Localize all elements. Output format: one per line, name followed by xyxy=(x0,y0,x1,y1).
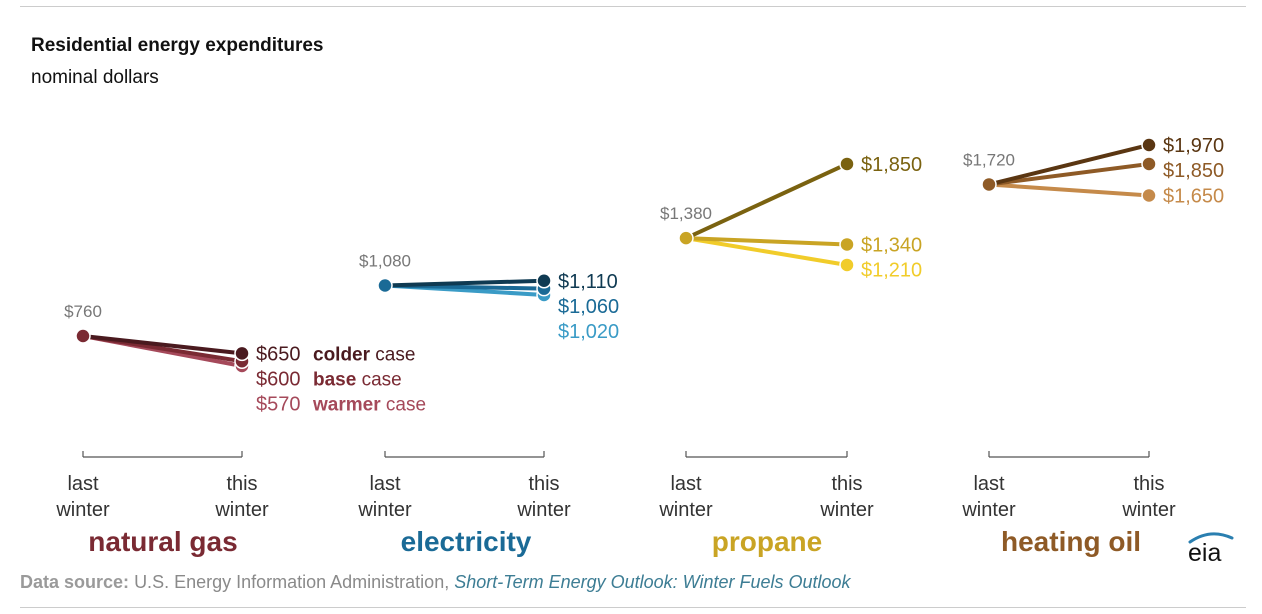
x-label-this-natural-gas: winter xyxy=(214,499,269,521)
chart-subtitle: nominal dollars xyxy=(31,67,159,88)
series-line-heating-oil-0 xyxy=(987,143,1151,187)
data-source: Data source: U.S. Energy Information Adm… xyxy=(20,572,851,593)
label-this-heating-oil-1: $1,850 xyxy=(1163,160,1224,182)
point-last-heating-oil xyxy=(981,176,997,193)
x-label-this-propane: this xyxy=(831,473,862,495)
case-label-rest-0: case xyxy=(370,344,415,365)
label-this-propane-1: $1,340 xyxy=(861,234,922,256)
x-label-this-heating-oil: this xyxy=(1133,473,1164,495)
point-this-heating-oil-1 xyxy=(1141,156,1157,172)
label-last-electricity: $1,080 xyxy=(359,251,411,270)
case-label-2: warmer case xyxy=(312,394,426,415)
x-label-last-natural-gas: winter xyxy=(55,499,110,521)
point-last-natural-gas xyxy=(75,328,91,344)
label-last-propane: $1,380 xyxy=(660,204,712,223)
x-label-last-heating-oil: last xyxy=(973,473,1005,495)
case-label-bold-2: warmer xyxy=(312,394,381,415)
case-label-0: colder case xyxy=(313,344,415,365)
label-this-propane-0: $1,850 xyxy=(861,154,922,176)
case-label-bold-1: base xyxy=(313,369,356,390)
x-label-last-propane: winter xyxy=(658,499,713,521)
x-label-this-electricity: this xyxy=(528,473,559,495)
x-label-last-electricity: last xyxy=(369,473,401,495)
label-last-natural-gas: $760 xyxy=(64,302,102,321)
eia-logo-text: eia xyxy=(1188,539,1221,566)
label-this-electricity-1: $1,060 xyxy=(558,296,619,318)
x-label-last-propane: last xyxy=(670,473,702,495)
top-rule xyxy=(20,6,1246,7)
series-line-heating-oil-1 xyxy=(987,161,1151,187)
x-label-last-heating-oil: winter xyxy=(961,499,1016,521)
point-last-electricity xyxy=(377,277,393,294)
series-line-propane-2 xyxy=(684,236,849,267)
series-line-propane-1 xyxy=(684,236,849,247)
source-org: U.S. Energy Information Administration, xyxy=(134,572,450,592)
point-this-propane-2 xyxy=(839,257,855,273)
eia-logo: eia xyxy=(1188,532,1234,566)
source-publication-link[interactable]: Short-Term Energy Outlook: Winter Fuels … xyxy=(454,572,851,592)
chart-title: Residential energy expenditures xyxy=(31,35,324,56)
case-label-1: base case xyxy=(313,369,402,390)
series-line-heating-oil-2 xyxy=(987,182,1151,198)
point-this-heating-oil-2 xyxy=(1141,187,1157,204)
label-last-heating-oil: $1,720 xyxy=(963,150,1015,169)
point-last-propane xyxy=(678,230,694,246)
label-this-natural-gas-1: $600 xyxy=(256,368,301,390)
series-line-propane-0 xyxy=(684,161,849,241)
label-this-heating-oil-0: $1,970 xyxy=(1163,135,1224,157)
point-this-natural-gas-0 xyxy=(234,345,250,362)
x-label-this-electricity: winter xyxy=(516,499,571,521)
series-line-electricity-0 xyxy=(383,278,546,288)
eia-logo-swoosh xyxy=(1188,532,1234,544)
label-this-heating-oil-2: $1,650 xyxy=(1163,186,1224,208)
x-label-this-natural-gas: this xyxy=(226,473,257,495)
label-this-natural-gas-2: $570 xyxy=(256,393,301,415)
label-this-propane-2: $1,210 xyxy=(861,259,922,281)
x-label-last-electricity: winter xyxy=(357,499,412,521)
case-label-rest-2: case xyxy=(381,394,426,415)
label-this-natural-gas-0: $650 xyxy=(256,343,301,365)
x-label-last-natural-gas: last xyxy=(67,473,99,495)
case-label-bold-0: colder xyxy=(313,344,371,365)
source-label: Data source: xyxy=(20,572,130,592)
case-label-rest-1: case xyxy=(356,369,401,390)
point-this-electricity-0 xyxy=(536,273,552,289)
point-this-heating-oil-0 xyxy=(1141,137,1157,153)
fuel-label-natural-gas: natural gas xyxy=(88,526,237,557)
label-this-electricity-2: $1,020 xyxy=(558,321,619,343)
label-this-electricity-0: $1,110 xyxy=(558,271,618,293)
series-line-natural-gas-0 xyxy=(81,334,244,356)
fuel-label-electricity: electricity xyxy=(401,526,532,557)
x-label-this-propane: winter xyxy=(819,499,874,521)
x-label-this-heating-oil: winter xyxy=(1121,499,1176,521)
fuel-label-heating-oil: heating oil xyxy=(1001,526,1141,557)
point-this-propane-0 xyxy=(839,156,855,172)
bottom-rule xyxy=(20,607,1246,608)
point-this-propane-1 xyxy=(839,236,855,253)
fuel-label-propane: propane xyxy=(712,526,822,557)
